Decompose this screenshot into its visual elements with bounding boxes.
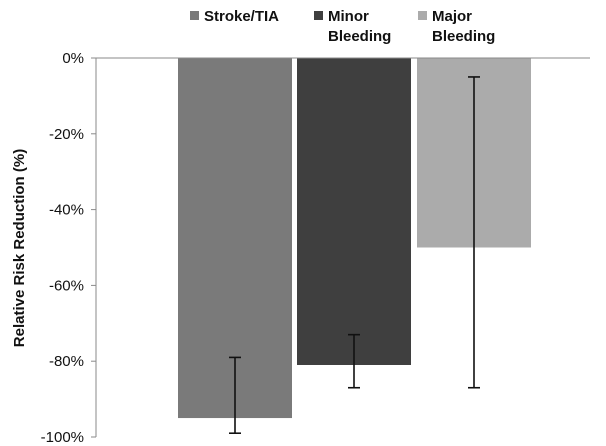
legend-swatch-2 (314, 11, 323, 20)
y-tick-label: -80% (49, 353, 84, 370)
legend-label-2: Minor (328, 8, 369, 25)
y-tick-label: -100% (41, 429, 84, 446)
legend: Stroke/TIA Minor Bleeding Major Bleeding (190, 8, 495, 45)
bar-2 (297, 58, 411, 365)
legend-swatch-3 (418, 11, 427, 20)
y-axis-title: Relative Risk Reduction (%) (11, 149, 28, 347)
legend-swatch-1 (190, 11, 199, 20)
bars (178, 58, 531, 419)
legend-label-1: Stroke/TIA (204, 8, 279, 25)
y-tick-label: -20% (49, 126, 84, 143)
legend-label-2: Bleeding (328, 28, 391, 45)
legend-label-3: Major (432, 8, 472, 25)
y-tick-label: -60% (49, 277, 84, 294)
error-bars (229, 76, 480, 435)
legend-label-3: Bleeding (432, 28, 495, 45)
y-tick-label: -40% (49, 202, 84, 219)
y-tick-label: 0% (62, 50, 84, 67)
y-axis: 0% -20% -40% -60% -80% -100% (41, 50, 590, 446)
